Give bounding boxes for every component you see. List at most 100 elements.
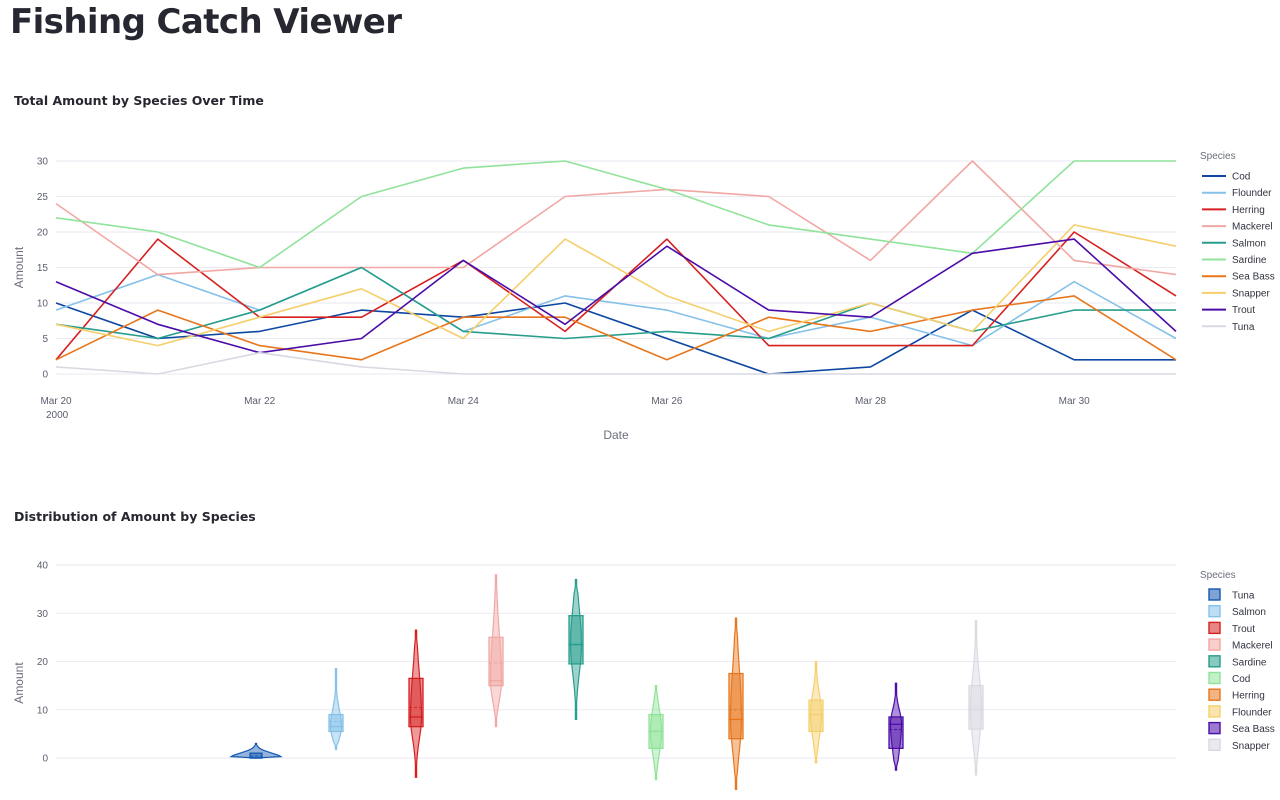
legend-swatch xyxy=(1208,621,1221,635)
legend-label: Salmon xyxy=(1232,607,1266,618)
violin-box xyxy=(808,699,824,733)
legend-item-trout[interactable]: Trout xyxy=(1202,305,1255,316)
y-tick-label: 40 xyxy=(37,561,49,572)
legend-item-flounder[interactable]: Flounder xyxy=(1202,188,1272,199)
legend-label: Snapper xyxy=(1232,288,1270,299)
series-line-tuna[interactable] xyxy=(55,351,1176,375)
y-tick-label: 20 xyxy=(37,657,49,668)
violin-flounder[interactable] xyxy=(808,660,824,764)
line-chart-title: Total Amount by Species Over Time xyxy=(14,93,264,108)
y-axis-label: Amount xyxy=(12,246,26,288)
legend-item-cod[interactable]: Cod xyxy=(1208,671,1250,686)
line-chart[interactable]: 0 5 10 15 20 25 30 Mar 20 2000 Mar 22 Mar 24 Mar 26… xyxy=(0,145,1280,455)
legend-label: Herring xyxy=(1232,691,1265,702)
y-tick-label: 25 xyxy=(37,192,49,203)
legend-label: Trout xyxy=(1232,305,1255,316)
legend-label: Sardine xyxy=(1232,255,1267,266)
violin-salmon[interactable] xyxy=(328,668,344,750)
violin-body xyxy=(229,742,283,759)
series-line-mackerel[interactable] xyxy=(55,160,1177,276)
legend-item-herring[interactable]: Herring xyxy=(1202,205,1265,216)
legend-title: Species xyxy=(1200,151,1236,162)
y-tick-label: 5 xyxy=(42,334,48,345)
legend-item-flounder[interactable]: Flounder xyxy=(1208,705,1272,719)
legend-label: Sea Bass xyxy=(1232,272,1275,283)
y-tick-label: 15 xyxy=(37,263,49,274)
legend-swatch xyxy=(1208,688,1221,701)
legend-label: Cod xyxy=(1232,172,1250,183)
legend-label: Sardine xyxy=(1232,657,1267,668)
legend-item-salmon[interactable]: Salmon xyxy=(1208,605,1266,619)
legend-item-tuna[interactable]: Tuna xyxy=(1208,588,1255,602)
legend-item-tuna[interactable]: Tuna xyxy=(1202,322,1255,333)
series-line-herring[interactable] xyxy=(55,231,1177,361)
series-line-trout[interactable] xyxy=(55,238,1177,354)
legend-label: Flounder xyxy=(1232,707,1272,718)
series-line-salmon[interactable] xyxy=(55,266,1176,340)
legend-label: Mackerel xyxy=(1232,641,1273,652)
violin-chart[interactable]: 0 10 20 30 40 Amount Species Tuna Salmon Trout Mac… xyxy=(0,555,1280,800)
legend-item-snapper[interactable]: Snapper xyxy=(1202,288,1270,299)
violin-herring[interactable] xyxy=(728,617,744,790)
y-tick-label: 0 xyxy=(42,754,48,765)
legend-label: Snapper xyxy=(1232,741,1270,752)
violin-box xyxy=(888,716,904,750)
legend-item-mackerel[interactable]: Mackerel xyxy=(1208,638,1273,652)
legend-item-sea-bass[interactable]: Sea Bass xyxy=(1202,272,1275,283)
violin-cod[interactable] xyxy=(648,685,664,781)
legend-swatch xyxy=(1208,638,1221,651)
legend-item-sea-bass[interactable]: Sea Bass xyxy=(1208,721,1275,736)
x-tick-label: Mar 30 xyxy=(1059,396,1091,407)
series-line-cod[interactable] xyxy=(55,302,1176,375)
legend-title: Species xyxy=(1200,570,1236,581)
app-title: Fishing Catch Viewer xyxy=(10,2,402,42)
violin-snapper[interactable] xyxy=(968,619,984,776)
legend-item-sardine[interactable]: Sardine xyxy=(1208,655,1267,669)
violin-body xyxy=(329,668,343,750)
y-tick-label: 10 xyxy=(37,299,49,310)
series-line-sardine[interactable] xyxy=(55,160,1176,269)
legend-label: Herring xyxy=(1232,205,1265,216)
y-tick-label: 20 xyxy=(37,228,49,239)
x-axis-label: Date xyxy=(603,428,629,442)
legend-item-herring[interactable]: Herring xyxy=(1208,688,1265,702)
legend-item-snapper[interactable]: Snapper xyxy=(1208,738,1270,752)
legend-item-mackerel[interactable]: Mackerel xyxy=(1202,222,1273,233)
legend-item-trout[interactable]: Trout xyxy=(1208,621,1255,635)
legend-label: Flounder xyxy=(1232,188,1272,199)
x-tick-label: Mar 26 xyxy=(651,396,683,407)
legend-swatch xyxy=(1208,605,1221,618)
violin-box xyxy=(568,615,584,665)
legend-swatch xyxy=(1208,671,1221,685)
legend-label: Sea Bass xyxy=(1232,724,1275,735)
violin-mackerel[interactable] xyxy=(488,574,504,728)
legend-swatch xyxy=(1208,721,1221,735)
legend-item-cod[interactable]: Cod xyxy=(1202,172,1250,183)
x-tick-label: Mar 28 xyxy=(855,396,887,407)
legend-swatch xyxy=(1208,705,1221,718)
x-tick-label: Mar 24 xyxy=(448,396,480,407)
violin-box xyxy=(328,713,344,733)
violin-box xyxy=(728,672,744,740)
x-tick-label: Mar 20 xyxy=(40,396,72,407)
x-tick-sublabel: 2000 xyxy=(46,410,69,421)
x-tick-label: Mar 22 xyxy=(244,396,276,407)
legend-swatch xyxy=(1208,588,1221,601)
series-line-sea-bass[interactable] xyxy=(55,295,1177,361)
y-tick-label: 10 xyxy=(37,705,49,716)
violin-box xyxy=(408,677,424,728)
violin-tuna[interactable] xyxy=(229,742,283,759)
violin-box xyxy=(488,636,504,687)
legend-item-salmon[interactable]: Salmon xyxy=(1202,238,1266,249)
series-line-snapper[interactable] xyxy=(55,224,1177,347)
legend-item-sardine[interactable]: Sardine xyxy=(1202,255,1267,266)
violin-sardine[interactable] xyxy=(568,578,584,720)
legend-label: Tuna xyxy=(1232,591,1255,602)
y-axis-label: Amount xyxy=(12,662,26,704)
violin-trout[interactable] xyxy=(408,629,424,778)
violin-sea-bass[interactable] xyxy=(888,682,904,771)
legend-label: Salmon xyxy=(1232,238,1266,249)
legend-label: Trout xyxy=(1232,624,1255,635)
legend-swatch xyxy=(1208,738,1221,752)
y-tick-label: 30 xyxy=(37,609,49,620)
